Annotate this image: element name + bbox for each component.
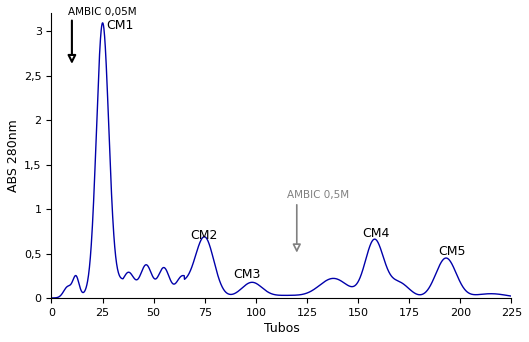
X-axis label: Tubos: Tubos <box>263 322 299 335</box>
Text: CM2: CM2 <box>190 228 218 241</box>
Text: CM4: CM4 <box>362 227 389 240</box>
Y-axis label: ABS 280nm: ABS 280nm <box>7 119 20 192</box>
Text: AMBIC 0,05M: AMBIC 0,05M <box>68 7 136 17</box>
Text: CM5: CM5 <box>438 245 466 258</box>
Text: AMBIC 0,5M: AMBIC 0,5M <box>287 190 349 200</box>
Text: CM3: CM3 <box>233 268 261 281</box>
Text: CM1: CM1 <box>107 19 134 32</box>
